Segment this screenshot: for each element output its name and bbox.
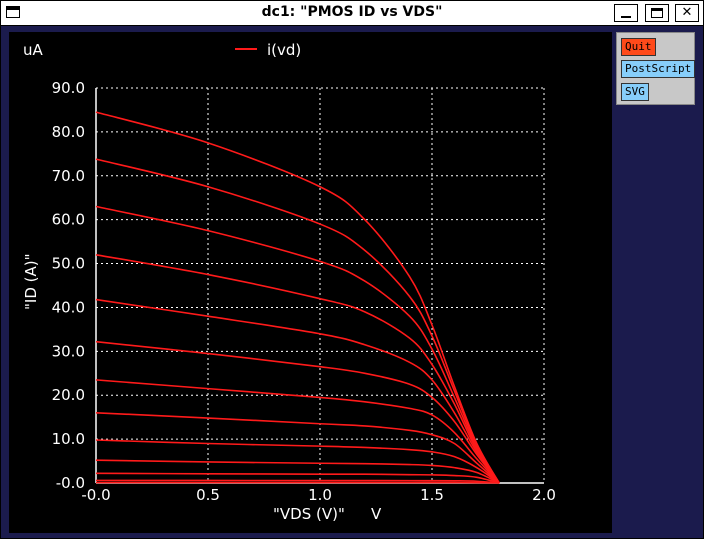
y-tick-label: 90.0 [52,79,85,97]
x-axis-label: "VDS (V)" [273,505,345,523]
y-tick-label: 70.0 [52,167,85,185]
y-tick-label: 30.0 [52,342,85,360]
x-unit-label: V [371,505,382,523]
postscript-button[interactable]: PostScript [621,60,696,78]
curve-10 [95,459,500,484]
y-tick-labels: -0.0 10.0 20.0 30.0 40.0 50.0 60.0 70.0 80.0 90.0 [52,79,85,492]
legend-label: i(vd) [267,41,301,59]
title-bar[interactable]: dc1: "PMOS ID vs VDS" ✕ [1,1,703,26]
quit-button[interactable]: Quit [621,38,656,56]
curve-3 [95,205,500,484]
curve-1 [95,111,500,484]
y-tick-label: 40.0 [52,298,85,316]
x-tick-label: 1.0 [308,486,332,504]
curve-6 [95,340,500,484]
window-title: dc1: "PMOS ID vs VDS" [261,4,443,20]
y-tick-label: 50.0 [52,255,85,273]
curve-12 [95,479,500,484]
x-tick-labels: -0.0 0.5 1.0 1.5 2.0 [81,486,556,504]
curves [95,111,500,484]
curve-11 [95,472,500,484]
y-unit-label: uA [23,41,44,59]
y-axis-label: "ID (A)" [22,253,40,310]
close-icon: ✕ [681,5,693,20]
svg-button[interactable]: SVG [621,83,649,101]
x-tick-label: 1.5 [420,486,444,504]
minimize-button[interactable] [614,4,638,22]
curve-5 [95,298,500,484]
x-tick-label: 2.0 [532,486,556,504]
curve-2 [95,158,500,484]
window-menu-icon[interactable] [6,6,20,18]
x-tick-label: -0.0 [81,486,110,504]
x-tick-label: 0.5 [196,486,220,504]
maximize-button[interactable] [645,4,669,22]
y-tick-label: 20.0 [52,386,85,404]
plot-area: -0.0 0.5 1.0 1.5 2.0 -0.0 10.0 20.0 30.0 40.0 50.… [9,32,612,533]
y-tick-label: 80.0 [52,123,85,141]
y-tick-label: 60.0 [52,211,85,229]
maximize-icon [651,8,663,18]
side-panel: Quit PostScript SVG [616,32,696,105]
chart-svg: -0.0 0.5 1.0 1.5 2.0 -0.0 10.0 20.0 30.0 40.0 50.… [22,41,556,523]
curve-9 [95,439,500,484]
curve-4 [95,253,500,484]
minimize-icon [621,16,631,18]
curve-7 [95,379,500,484]
curve-8 [95,411,500,484]
y-tick-label: -0.0 [56,474,85,492]
y-tick-label: 10.0 [52,430,85,448]
grid-lines [96,87,545,483]
close-button[interactable]: ✕ [675,4,699,22]
